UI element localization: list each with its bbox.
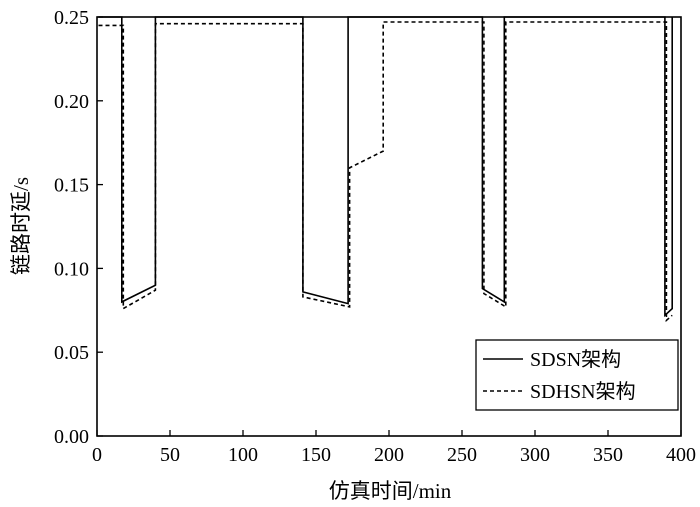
- x-tick-label: 150: [301, 444, 331, 466]
- x-axis-ticks: 0 50 100 150 200 250 300 350 400: [92, 430, 696, 466]
- y-tick-label: 0.05: [54, 342, 89, 364]
- y-tick-label: 0.15: [54, 175, 89, 197]
- x-tick-label: 100: [228, 444, 258, 466]
- legend: SDSN架构 SDHSN架构: [475, 339, 679, 411]
- x-axis-title: 仿真时间/min: [329, 479, 452, 503]
- x-tick-label: 400: [666, 444, 696, 466]
- x-tick-label: 0: [92, 444, 102, 466]
- x-tick-label: 50: [160, 444, 180, 466]
- legend-box: [475, 339, 679, 411]
- x-tick-label: 350: [593, 444, 623, 466]
- y-tick-label: 0.10: [54, 258, 89, 280]
- x-tick-label: 200: [374, 444, 404, 466]
- y-tick-label: 0.20: [54, 91, 89, 113]
- y-axis-ticks: 0.00 0.05 0.10 0.15 0.20 0.25: [54, 7, 103, 448]
- series-line-sdsn: [98, 16, 674, 318]
- series-layer: [98, 16, 674, 323]
- x-tick-label: 250: [447, 444, 477, 466]
- y-tick-label: 0.00: [54, 426, 89, 448]
- y-tick-label: 0.25: [54, 7, 89, 29]
- legend-label-sdhsn: SDHSN架构: [530, 380, 636, 403]
- series-line-sdhsn: [98, 21, 673, 323]
- x-tick-label: 300: [520, 444, 550, 466]
- legend-label-sdsn: SDSN架构: [530, 348, 621, 371]
- y-axis-title: 链路时延/s: [9, 177, 33, 275]
